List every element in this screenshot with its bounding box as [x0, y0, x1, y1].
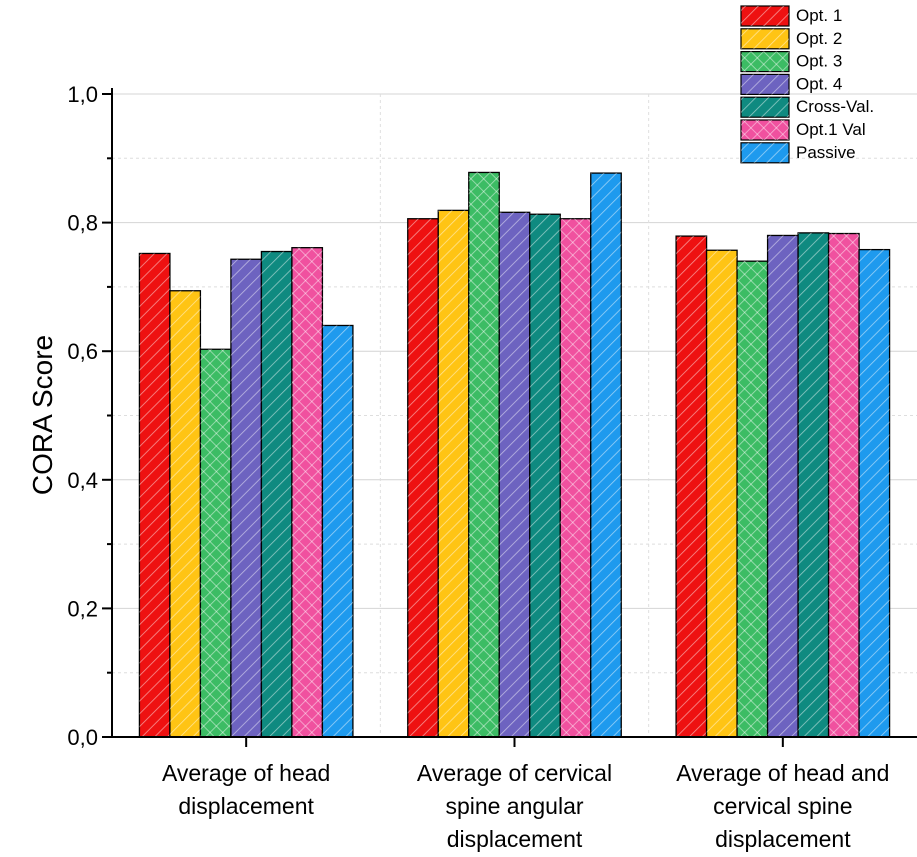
legend-label: Passive	[796, 143, 856, 162]
bar-pattern	[828, 233, 860, 737]
x-category-label: spine angular	[445, 793, 583, 819]
legend-label: Opt.1 Val	[796, 120, 866, 139]
bar-pattern	[529, 214, 561, 738]
bar-pattern	[590, 173, 622, 738]
bar-pattern	[291, 247, 323, 737]
bar-pattern	[322, 325, 353, 737]
y-tick-label: 0,0	[67, 725, 98, 750]
legend-label: Opt. 1	[796, 6, 842, 25]
axes: 0,0 0,2 0,4 0,6 0,8 1,0 Average of head displac…	[67, 82, 917, 852]
x-category-label: cervical spine	[713, 793, 852, 819]
y-tick-label: 1,0	[67, 82, 98, 107]
legend-label: Opt. 4	[796, 74, 842, 93]
legend-label: Cross-Val.	[796, 97, 874, 116]
y-tick-label: 0,4	[67, 468, 98, 493]
y-tick-label: 0,6	[67, 339, 98, 364]
bar-pattern	[200, 349, 231, 737]
bar-pattern	[230, 259, 262, 737]
x-category-label: displacement	[715, 826, 851, 852]
bar-pattern	[798, 232, 829, 737]
legend: Opt. 1 Opt. 2 Opt. 3 Opt. 4 Cross-Val. Opt.1 …	[740, 5, 874, 164]
bar-pattern	[499, 212, 530, 737]
y-tick-label: 0,2	[67, 596, 98, 621]
legend-swatch-pattern	[741, 6, 789, 26]
bar-pattern	[261, 251, 292, 737]
bar-pattern	[737, 261, 768, 737]
y-tick-label: 0,8	[67, 211, 98, 236]
bar-pattern	[169, 290, 201, 737]
bar-pattern	[706, 250, 738, 737]
legend-swatch-pattern	[741, 28, 789, 49]
bar-pattern	[407, 218, 439, 737]
legend-swatch-pattern	[741, 51, 789, 72]
y-axis-title: CORA Score	[27, 335, 58, 495]
x-category-label: Average of cervical	[417, 760, 612, 786]
legend-swatch-pattern	[741, 120, 789, 140]
bar-pattern	[560, 218, 591, 737]
bars	[138, 171, 891, 738]
x-category-label: displacement	[447, 826, 583, 852]
bar-pattern	[438, 210, 469, 737]
bar-pattern	[859, 249, 890, 737]
bar-pattern	[139, 253, 170, 738]
legend-swatch-pattern	[741, 142, 789, 163]
bar-pattern	[767, 235, 799, 737]
legend-swatch-pattern	[741, 97, 789, 118]
bar-pattern	[676, 236, 707, 737]
bar-pattern	[468, 172, 500, 738]
legend-swatch-pattern	[741, 74, 789, 95]
x-category-label: displacement	[178, 793, 314, 819]
x-category-label: Average of head and	[676, 760, 889, 786]
x-category-label: Average of head	[162, 760, 330, 786]
legend-label: Opt. 3	[796, 52, 842, 71]
legend-label: Opt. 2	[796, 29, 842, 48]
